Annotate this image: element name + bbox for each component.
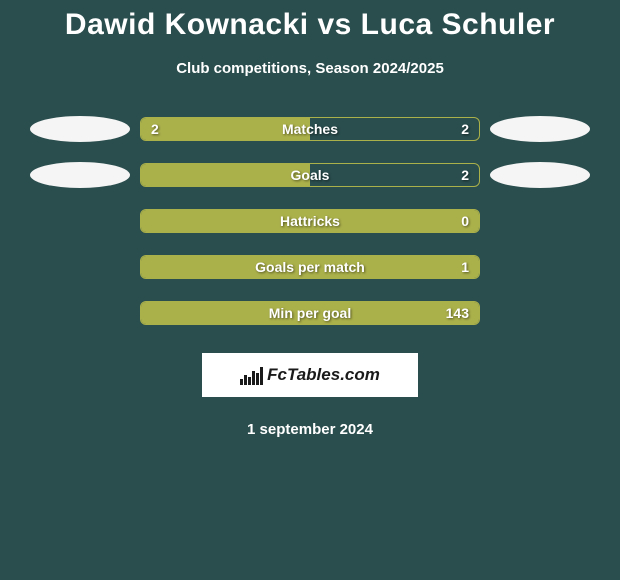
stat-row: 2 Matches 2 <box>0 117 620 141</box>
stat-value-right: 2 <box>461 167 469 183</box>
stat-value-right: 143 <box>446 305 469 321</box>
stat-value-right: 1 <box>461 259 469 275</box>
club-crest-right <box>490 116 590 142</box>
stat-bar: 2 Matches 2 <box>140 117 480 141</box>
footer-logo[interactable]: FcTables.com <box>202 353 418 397</box>
stat-label: Hattricks <box>280 213 340 229</box>
stat-label: Matches <box>282 121 338 137</box>
stat-value-left: 2 <box>151 121 159 137</box>
stat-bar: Min per goal 143 <box>140 301 480 325</box>
club-crest-left <box>30 116 130 142</box>
footer-date: 1 september 2024 <box>0 421 620 438</box>
page-title: Dawid Kownacki vs Luca Schuler <box>0 8 620 42</box>
stat-bar-fill <box>141 164 310 186</box>
stat-bar: Hattricks 0 <box>140 209 480 233</box>
stat-row: Hattricks 0 <box>0 209 620 233</box>
club-crest-right <box>490 162 590 188</box>
stat-value-right: 0 <box>461 213 469 229</box>
footer-logo-text: FcTables.com <box>267 365 380 385</box>
stat-row: Goals per match 1 <box>0 255 620 279</box>
bar-chart-icon <box>240 365 263 385</box>
subtitle: Club competitions, Season 2024/2025 <box>0 60 620 77</box>
club-crest-left <box>30 162 130 188</box>
stat-row: Goals 2 <box>0 163 620 187</box>
stat-bar: Goals 2 <box>140 163 480 187</box>
stat-row: Min per goal 143 <box>0 301 620 325</box>
stat-label: Goals <box>291 167 330 183</box>
stat-label: Min per goal <box>269 305 351 321</box>
stats-rows: 2 Matches 2 Goals 2 Hattricks 0 Goals per match… <box>0 117 620 325</box>
comparison-container: Dawid Kownacki vs Luca Schuler Club comp… <box>0 0 620 438</box>
footer-logo-content: FcTables.com <box>240 365 380 385</box>
stat-bar: Goals per match 1 <box>140 255 480 279</box>
stat-label: Goals per match <box>255 259 365 275</box>
stat-value-right: 2 <box>461 121 469 137</box>
